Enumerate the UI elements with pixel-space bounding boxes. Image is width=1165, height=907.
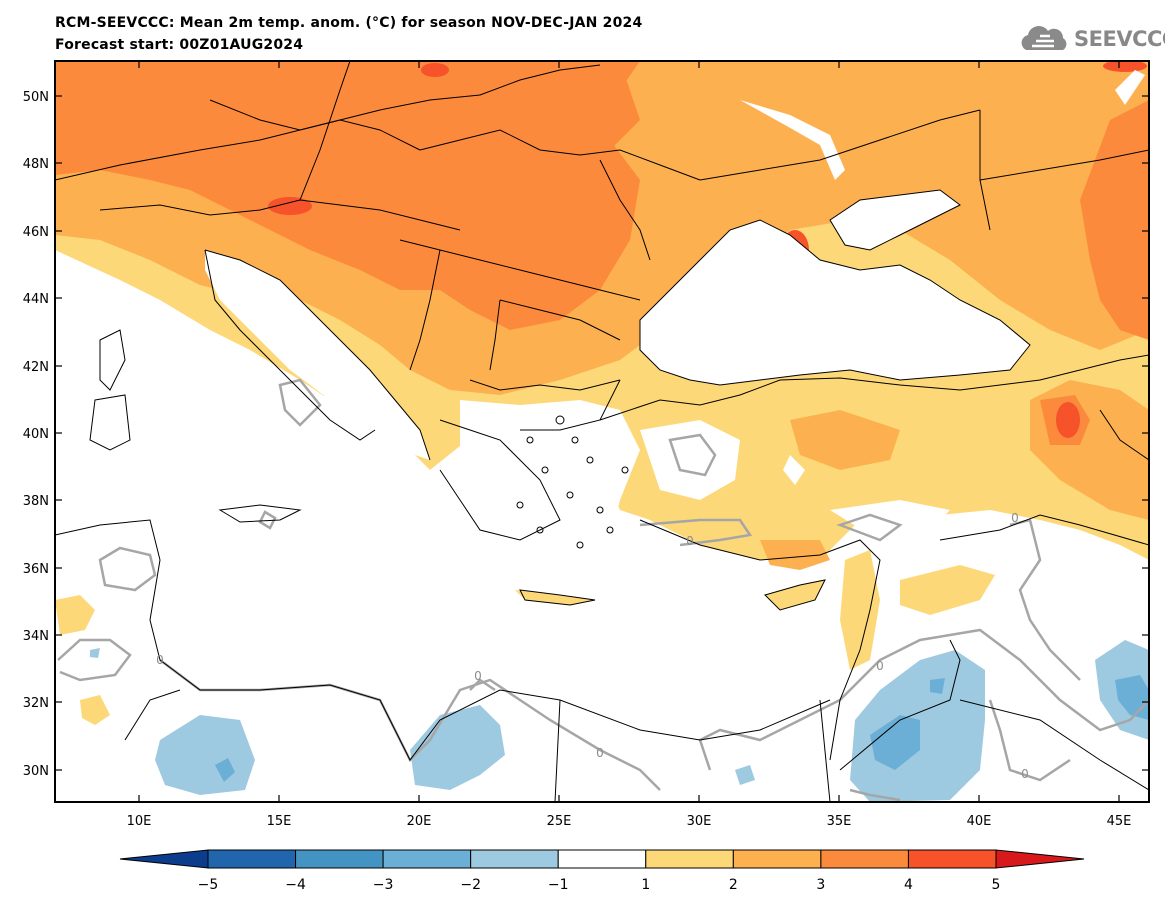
lat-label: 32N [23, 696, 49, 711]
colorbar-level-label: 2 [729, 877, 738, 893]
colorbar-box [732, 849, 822, 869]
lon-label: 20E [407, 814, 432, 829]
colorbar-high-arrow [995, 849, 1085, 869]
lon-label: 10E [127, 814, 152, 829]
colorbar-box [907, 849, 997, 869]
lat-label: 38N [23, 494, 49, 509]
contour-zero-label: 0 [1021, 767, 1029, 781]
longitude-labels: 10E 15E 20E 25E 30E 35E 40E 45E [127, 814, 1132, 829]
colorbar-level-label: 1 [641, 877, 650, 893]
lat-label: 40N [23, 427, 49, 442]
lat-label: 46N [23, 225, 49, 240]
colorbar-box [557, 849, 647, 869]
colorbar-level-label: −3 [373, 877, 394, 893]
colorbar-level-label: −4 [285, 877, 306, 893]
axis-ticks [55, 61, 1149, 802]
lon-label: 45E [1107, 814, 1132, 829]
cloud-icon [1021, 26, 1067, 50]
colorbar-low-arrow [119, 849, 209, 869]
colorbar-level-label: −1 [548, 877, 569, 893]
contour-zero-label: 0 [596, 746, 604, 760]
contour-zero-label: 0 [156, 653, 164, 667]
lat-label: 30N [23, 764, 49, 779]
forecast-start-subtitle: Forecast start: 00Z01AUG2024 [55, 37, 304, 53]
map-title: RCM-SEEVCCC: Mean 2m temp. anom. (°C) fo… [55, 15, 643, 31]
coastlines-and-borders [55, 61, 1149, 802]
anomaly-field [55, 61, 1149, 802]
colorbar [119, 849, 1085, 869]
latitude-labels: 50N 48N 46N 44N 42N 40N 38N 36N 34N 32N 30N [23, 90, 49, 779]
colorbar-level-label: 3 [816, 877, 825, 893]
colorbar-box [295, 849, 384, 869]
lat-label: 50N [23, 90, 49, 105]
lat-label: 44N [23, 292, 49, 307]
colorbar-level-label: 4 [904, 877, 913, 893]
colorbar-level-label: 5 [992, 877, 1001, 893]
colorbar-level-label: −2 [460, 877, 481, 893]
lat-label: 34N [23, 629, 49, 644]
lon-label: 30E [687, 814, 712, 829]
logo-text: SEEVCCC [1074, 27, 1165, 51]
contour-zero-label: 0 [474, 669, 482, 683]
lon-label: 25E [547, 814, 572, 829]
contour-labels: 0 0 0 0 0 0 0 [156, 511, 1029, 781]
seevccc-logo: SEEVCCC [1018, 22, 1165, 56]
lat-label: 42N [23, 360, 49, 375]
contour-zero-label: 0 [1011, 511, 1019, 525]
colorbar-labels: −5 −4 −3 −2 −1 1 2 3 4 5 [198, 877, 1001, 893]
lon-label: 40E [967, 814, 992, 829]
colorbar-box [470, 849, 559, 869]
contour-zero-label: 0 [686, 534, 694, 548]
map-frame [54, 60, 1150, 803]
lat-label: 48N [23, 157, 49, 172]
colorbar-box [382, 849, 472, 869]
colorbar-box [820, 849, 909, 869]
lon-label: 15E [267, 814, 292, 829]
lat-label: 36N [23, 562, 49, 577]
lon-label: 35E [827, 814, 852, 829]
aegean-islands [516, 415, 629, 549]
colorbar-box [207, 849, 297, 869]
contour-zero-label: 0 [876, 659, 884, 673]
colorbar-box [645, 849, 734, 869]
colorbar-level-label: −5 [198, 877, 219, 893]
